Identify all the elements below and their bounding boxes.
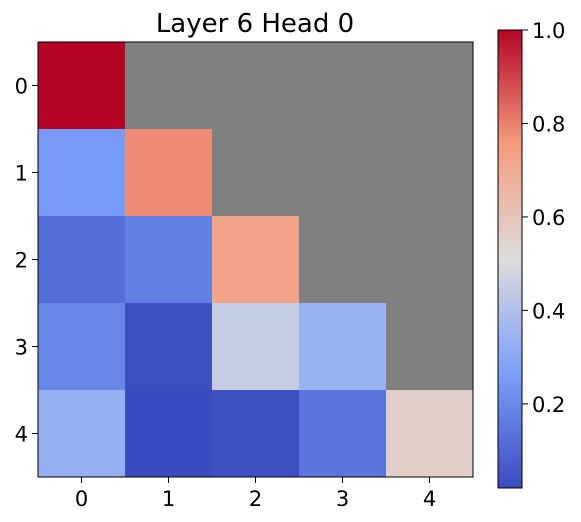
heatmap-cells — [38, 42, 474, 478]
masked-cell — [386, 129, 474, 217]
heatmap-cell — [125, 390, 213, 478]
heatmap-cell — [212, 216, 300, 304]
tick-label: 2 — [249, 487, 262, 511]
tick-label: 4 — [15, 423, 28, 447]
masked-cell — [299, 129, 387, 217]
heatmap-cell — [38, 303, 126, 391]
masked-cell — [299, 216, 387, 304]
tick-label: 3 — [15, 336, 28, 360]
tick-label: 0.6 — [532, 206, 565, 230]
tick-label: 0.4 — [532, 299, 565, 323]
tick-label: 0 — [75, 487, 88, 511]
heatmap-cell — [38, 216, 126, 304]
heatmap-cell — [38, 42, 126, 130]
tick-label: 1.0 — [532, 19, 565, 43]
y-axis: 0 1 2 3 4 — [15, 75, 38, 447]
tick-label: 3 — [336, 487, 349, 511]
heatmap-cell — [299, 390, 387, 478]
x-axis: 0 1 2 3 4 — [75, 477, 436, 511]
masked-cell — [386, 216, 474, 304]
colorbar-axis: 0.2 0.4 0.6 0.8 1.0 — [522, 19, 565, 417]
heatmap-cell — [299, 303, 387, 391]
heatmap-cell — [212, 303, 300, 391]
tick-label: 0.8 — [532, 112, 565, 136]
masked-cell — [125, 42, 213, 130]
masked-cell — [386, 303, 474, 391]
heatmap-cell — [212, 390, 300, 478]
masked-cell — [212, 42, 300, 130]
heatmap-cell — [125, 216, 213, 304]
tick-label: 4 — [423, 487, 436, 511]
heatmap-cell — [38, 129, 126, 217]
tick-label: 1 — [15, 162, 28, 186]
heatmap-cell — [125, 129, 213, 217]
heatmap-cell — [386, 390, 474, 478]
chart-title: Layer 6 Head 0 — [156, 9, 354, 39]
tick-label: 0 — [15, 75, 28, 99]
masked-cell — [299, 42, 387, 130]
heatmap-cell — [125, 303, 213, 391]
tick-label: 2 — [15, 249, 28, 273]
heatmap-cell — [38, 390, 126, 478]
tick-label: 0.2 — [532, 393, 565, 417]
masked-cell — [386, 42, 474, 130]
colorbar — [497, 29, 523, 489]
masked-cell — [212, 129, 300, 217]
tick-label: 1 — [162, 487, 175, 511]
